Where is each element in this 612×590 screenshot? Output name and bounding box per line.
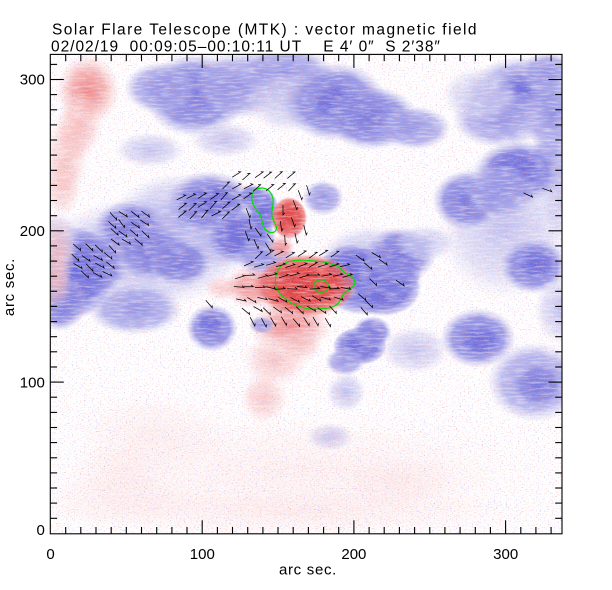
svg-text:0: 0 [36,522,44,539]
svg-text:arc sec.: arc sec. [1,258,18,316]
svg-text:02/02/19 00:09:05–00:10:11 UT: 02/02/19 00:09:05–00:10:11 UT E 4′ 0″ S … [51,39,441,56]
svg-text:100: 100 [20,374,45,391]
svg-text:300: 300 [20,72,45,89]
svg-text:200: 200 [20,223,45,240]
svg-text:100: 100 [190,546,215,563]
svg-text:0: 0 [46,546,54,563]
svg-text:arc sec.: arc sec. [279,562,337,579]
svg-text:300: 300 [493,546,518,563]
svg-text:Solar Flare Telescope (MTK) :: Solar Flare Telescope (MTK) : vector mag… [52,22,478,39]
svg-text:200: 200 [341,546,366,563]
